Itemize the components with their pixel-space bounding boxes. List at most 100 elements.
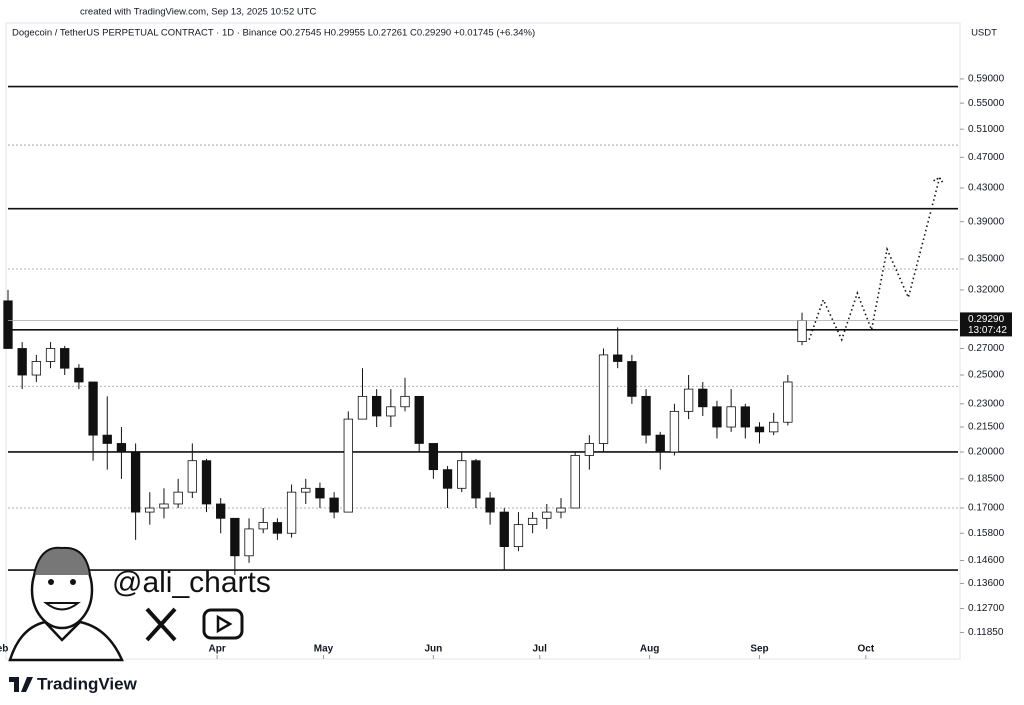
candle-body [428, 443, 439, 471]
y-tick-label: 0.23000 [968, 398, 1005, 409]
candle-body [31, 361, 42, 376]
candle-body [244, 528, 254, 557]
candle-body [726, 406, 736, 428]
candle-body [102, 434, 112, 444]
y-tick-label: 0.43000 [968, 183, 1005, 194]
candle-body [258, 522, 268, 530]
tv-logo [9, 677, 33, 692]
x-tick-label: Sep [750, 644, 768, 655]
candle-body [329, 497, 339, 513]
candle-body [683, 388, 694, 412]
y-tick-label: 0.12700 [968, 603, 1005, 614]
candle-body [797, 320, 807, 342]
candle-body [272, 522, 283, 534]
candle-body [556, 507, 566, 513]
eye [48, 579, 54, 585]
yt-play [216, 614, 233, 634]
y-tick-label: 0.51000 [968, 124, 1005, 135]
y-tick-label: 0.17000 [968, 503, 1005, 514]
candle-body [201, 460, 212, 505]
candle-body [187, 460, 197, 493]
candle-body [357, 395, 368, 420]
candle-body [669, 410, 680, 453]
candle-body [769, 421, 779, 433]
candle-body [343, 418, 353, 513]
projection-arrow [933, 176, 945, 185]
candle-body [372, 395, 382, 417]
candle-body [414, 395, 424, 444]
y-tick-label: 0.15800 [968, 528, 1005, 539]
candle-body [485, 497, 495, 513]
y-tick-label: 0.55000 [968, 98, 1005, 109]
candle-body [216, 503, 226, 519]
candle-body [457, 460, 467, 489]
y-tick-label: 0.39000 [968, 216, 1005, 227]
candle-body [783, 381, 793, 423]
candle-body [60, 348, 70, 369]
eye [70, 579, 76, 585]
y-tick-label: 0.47000 [968, 152, 1005, 163]
x-logo [145, 607, 177, 642]
y-tick-label: 0.35000 [968, 254, 1005, 265]
candle-body [88, 381, 98, 436]
candle-body [641, 395, 651, 436]
candle-body [116, 443, 127, 453]
candle-body [301, 487, 311, 493]
candle-body [613, 354, 623, 362]
candle-body [740, 406, 750, 428]
candle-body [598, 354, 609, 444]
avatar [8, 546, 124, 662]
candle-body [499, 511, 509, 548]
x-tick-label: Feb [0, 644, 8, 655]
countdown: 13:07:42 [968, 325, 1007, 336]
projection [808, 177, 941, 342]
created-note: created with TradingView.com, Sep 13, 20… [80, 7, 317, 18]
y-tick-label: 0.25000 [968, 370, 1005, 381]
price-tag-label: 0.29290 [968, 314, 1005, 325]
candle-body [655, 434, 665, 453]
watermark: @ali_charts [112, 566, 271, 599]
x-icon [145, 607, 177, 642]
smile [43, 602, 81, 611]
chart-title: Dogecoin / TetherUS PERPETUAL CONTRACT ·… [12, 28, 535, 39]
candle-body [230, 517, 240, 557]
candle-body [442, 469, 453, 489]
y-tick-label: 0.14600 [968, 555, 1005, 566]
candle-body [542, 511, 552, 519]
candle-body [754, 426, 765, 433]
candle-body [527, 517, 538, 526]
candle-body [173, 491, 183, 505]
y-tick-label: 0.11850 [968, 627, 1004, 638]
currency: USDT [971, 28, 997, 39]
brand-logo: TradingView [9, 674, 138, 693]
y-tick-label: 0.59000 [968, 74, 1005, 85]
candle-body [145, 507, 155, 513]
candle-body [698, 388, 708, 408]
yt-frame [202, 608, 244, 640]
candle-body [471, 460, 481, 499]
candle-body [159, 503, 169, 509]
x-tick-label: Aug [640, 644, 659, 655]
candle-body [712, 406, 722, 428]
candle-body [513, 524, 524, 548]
y-tick-label: 0.21500 [968, 422, 1005, 433]
candle-body [17, 348, 27, 376]
y-tick-label: 0.13600 [968, 578, 1005, 589]
candle-body [130, 451, 141, 513]
candle-body [400, 395, 410, 408]
candle-body [386, 406, 396, 417]
brand: TradingView [37, 674, 138, 693]
x-tick-label: Oct [857, 644, 874, 655]
x-tick-label: Jul [532, 644, 547, 655]
candle-body [627, 361, 637, 397]
candle-body [74, 367, 84, 383]
price-tag [960, 312, 1012, 337]
shoulders [8, 620, 124, 662]
candle-body [3, 300, 13, 349]
candle-body [584, 443, 594, 456]
y-tick-label: 0.32000 [968, 285, 1005, 296]
candle-body [286, 491, 297, 534]
y-tick-label: 0.27000 [968, 343, 1005, 354]
